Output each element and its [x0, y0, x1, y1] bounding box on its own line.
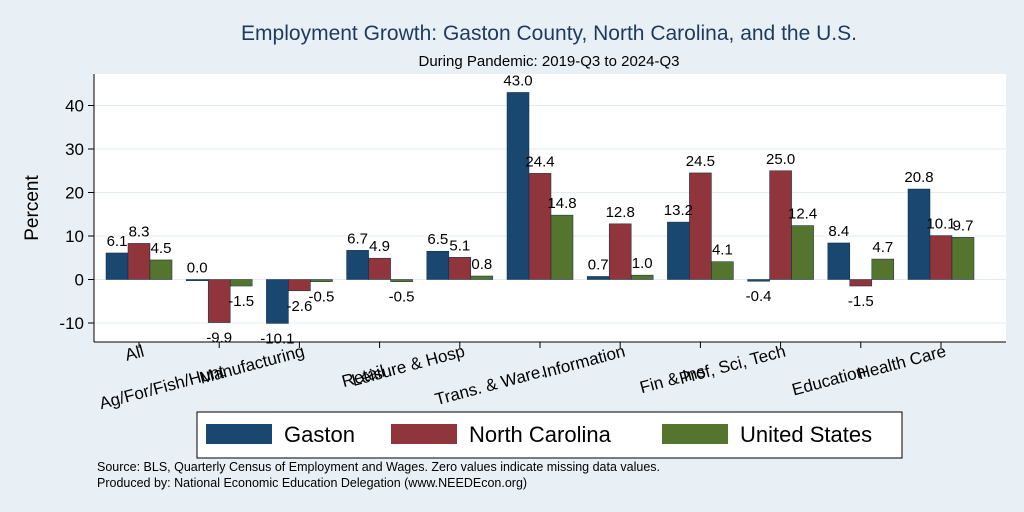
bar-gaston	[426, 250, 450, 280]
bar-united-states	[390, 279, 413, 282]
y-tick-label: 0	[75, 271, 84, 290]
x-category-label: All	[123, 342, 146, 365]
bar-united-states	[310, 279, 333, 282]
chart-title: Employment Growth: Gaston County, North …	[241, 22, 857, 45]
bar-north-carolina	[689, 172, 712, 280]
value-label: 8.3	[129, 223, 150, 240]
value-label: 43.0	[503, 72, 532, 89]
value-label: 0.0	[187, 260, 208, 277]
bar-gaston	[827, 242, 851, 280]
bar-north-carolina	[368, 257, 391, 280]
value-label: 24.4	[525, 153, 554, 170]
x-category-label: Trans. & Ware.	[433, 362, 547, 410]
bar-north-carolina	[849, 279, 873, 287]
bar-north-carolina	[608, 223, 632, 280]
value-label: -0.4	[746, 288, 772, 305]
bar-gaston	[506, 92, 530, 280]
producer-note: Produced by: National Economic Education…	[97, 476, 527, 490]
bar-gaston	[105, 252, 129, 280]
legend-label: North Carolina	[469, 422, 612, 447]
bar-north-carolina	[448, 257, 472, 280]
value-label: 24.5	[686, 153, 715, 170]
y-tick-label: 10	[65, 227, 84, 246]
bar-north-carolina	[929, 235, 953, 280]
value-label: 25.0	[766, 151, 795, 168]
bar-united-states	[951, 237, 975, 280]
value-label: -1.5	[848, 293, 874, 310]
value-label: 9.7	[953, 217, 974, 234]
value-label: 4.9	[369, 238, 390, 255]
legend: Gaston North Carolina United States	[196, 411, 903, 459]
legend-label: United States	[740, 422, 872, 447]
value-label: 12.8	[606, 204, 635, 221]
legend-box	[196, 411, 903, 459]
y-axis-title: Percent	[22, 175, 43, 241]
value-label: 14.8	[547, 195, 576, 212]
bar-united-states	[470, 275, 494, 280]
y-axis: -10 0 10 20 30 40	[59, 74, 95, 342]
value-label: 6.5	[427, 231, 448, 248]
value-label: -2.6	[286, 298, 312, 315]
bar-north-carolina	[288, 279, 311, 292]
bar-united-states	[550, 214, 574, 280]
value-label: 13.2	[664, 202, 693, 219]
value-label: -0.5	[389, 289, 415, 306]
bar-north-carolina	[127, 243, 151, 280]
value-label: 6.1	[107, 233, 128, 250]
value-label: 8.4	[828, 223, 849, 240]
bar-north-carolina	[207, 279, 231, 323]
value-label: 4.1	[712, 242, 733, 259]
value-label: -0.5	[308, 289, 334, 306]
y-tick-label: 20	[65, 184, 84, 203]
y-tick-label: 40	[65, 97, 84, 116]
bar-north-carolina	[528, 173, 552, 280]
bar-gaston	[586, 276, 610, 280]
x-category-label: Manufacturing	[197, 342, 306, 388]
y-tick-label: 30	[65, 140, 84, 159]
value-label: 20.8	[904, 169, 933, 186]
x-category-label: Information	[540, 342, 627, 382]
value-label: 4.5	[151, 240, 172, 257]
bar-united-states	[711, 261, 734, 280]
value-label: 0.7	[588, 256, 609, 273]
value-label: 4.7	[872, 239, 893, 256]
bar-united-states	[229, 279, 253, 287]
bar-gaston	[667, 221, 690, 280]
bar-gaston	[346, 250, 369, 280]
value-label: 0.8	[471, 256, 492, 273]
chart-subtitle: During Pandemic: 2019-Q3 to 2024-Q3	[419, 53, 680, 70]
x-category-label: Prof, Sci, Tech	[677, 342, 787, 389]
legend-swatch	[206, 424, 272, 444]
legend-swatch	[662, 424, 728, 444]
value-label: -1.5	[228, 293, 254, 310]
bar-united-states	[791, 225, 814, 280]
legend-swatch	[391, 424, 457, 444]
value-label: -10.1	[260, 330, 294, 347]
value-label: 5.1	[449, 237, 470, 254]
bar-united-states	[630, 274, 654, 280]
value-labels: 6.18.34.50.0-9.9-1.5-10.1-2.6-0.56.7 4.9-…	[107, 72, 974, 347]
y-tick-label: -10	[59, 314, 84, 333]
value-label: 6.7	[347, 230, 368, 247]
value-label: 1.0	[632, 255, 653, 272]
value-label: 10.1	[926, 216, 955, 233]
bar-united-states	[149, 259, 173, 280]
bar-gaston	[185, 279, 209, 281]
x-category-label: Health Care	[855, 342, 948, 384]
bars	[105, 92, 975, 324]
bar-gaston	[747, 279, 770, 282]
source-note: Source: BLS, Quarterly Census of Employm…	[97, 460, 660, 474]
bar-united-states	[871, 258, 895, 280]
value-label: 12.4	[788, 206, 817, 223]
legend-label: Gaston	[284, 422, 355, 447]
bar-gaston	[266, 279, 289, 324]
bar-gaston	[907, 188, 931, 280]
bar-north-carolina	[769, 170, 792, 280]
